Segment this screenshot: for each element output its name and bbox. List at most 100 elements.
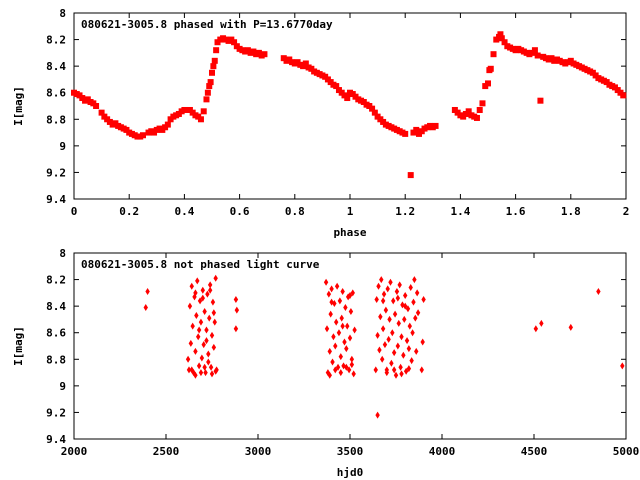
unphased-data-point (347, 292, 353, 300)
phased-data-point (210, 63, 217, 70)
phased-x-axis-label: phase (333, 226, 366, 239)
phased-data-point (490, 51, 497, 58)
phased-data-point (465, 108, 472, 115)
unphased-data-point (415, 309, 421, 317)
unphased-x-axis-label: hjd0 (337, 466, 364, 479)
unphased-data-point (620, 362, 625, 370)
phased-x-tick-label: 0.2 (119, 205, 139, 218)
unphased-data-point (380, 355, 385, 363)
unphased-y-tick-label: 8.8 (46, 353, 66, 366)
unphased-data-point (350, 289, 355, 297)
unphased-data-point (328, 310, 333, 318)
unphased-data-point (200, 294, 205, 302)
unphased-data-point (402, 315, 407, 323)
phased-x-tick-label: 1.4 (450, 205, 470, 218)
phased-data-point (164, 121, 171, 128)
unphased-data-point (330, 358, 335, 366)
unphased-data-point (380, 325, 386, 333)
unphased-data-point (391, 297, 396, 305)
unphased-data-point (210, 298, 216, 306)
unphased-data-point (414, 289, 420, 297)
unphased-data-point (193, 347, 198, 355)
unphased-data-point (209, 331, 215, 339)
unphased-data-point (207, 281, 213, 289)
phased-x-tick-label: 0.6 (230, 205, 250, 218)
unphased-data-point (419, 366, 424, 374)
unphased-y-tick-label: 9.2 (46, 406, 66, 419)
unphased-data-point (391, 349, 397, 357)
unphased-data-point (397, 281, 402, 289)
unphased-data-point (202, 363, 207, 371)
unphased-data-point (349, 361, 355, 369)
unphased-data-point (381, 290, 387, 298)
unphased-data-point (347, 334, 353, 342)
unphased-data-point (395, 294, 401, 302)
unphased-data-point (197, 297, 203, 305)
unphased-y-tick-label: 8.4 (46, 300, 66, 313)
phased-y-tick-label: 8.8 (46, 113, 66, 126)
phased-data-point (498, 35, 505, 42)
unphased-data-point (326, 290, 332, 298)
unphased-data-point (401, 351, 406, 359)
unphased-data-point (145, 288, 150, 296)
phased-data-point (333, 83, 340, 90)
phased-data-point (204, 89, 211, 96)
phased-data-point (231, 39, 238, 46)
phased-data-point (501, 39, 508, 46)
unphased-data-point (342, 338, 347, 346)
unphased-data-point (209, 370, 215, 378)
phased-data-point (479, 100, 486, 107)
unphased-data-point (412, 276, 417, 284)
phased-data-point (402, 130, 409, 137)
unphased-data-point (406, 365, 412, 373)
unphased-data-point (206, 350, 211, 358)
unphased-x-tick-label: 4500 (521, 445, 548, 458)
phased-y-tick-label: 9 (59, 140, 66, 153)
unphased-x-tick-label: 5000 (613, 445, 640, 458)
unphased-data-point (414, 347, 419, 355)
unphased-data-point (345, 322, 350, 330)
phased-data-point (211, 57, 218, 64)
unphased-data-point (339, 314, 344, 322)
unphased-data-point (405, 305, 411, 313)
unphased-data-point (200, 286, 205, 294)
unphased-data-point (195, 277, 200, 285)
unphased-data-point (392, 310, 398, 318)
unphased-data-point (376, 282, 381, 290)
unphased-data-point (351, 370, 356, 378)
phased-data-point (344, 95, 351, 102)
unphased-data-point (340, 288, 345, 296)
phased-y-tick-label: 8.6 (46, 87, 66, 100)
unphased-data-point (391, 366, 397, 374)
unphased-data-point (336, 329, 342, 337)
unphased-data-point (327, 347, 332, 355)
unphased-chart-title: 080621-3005.8 not phased light curve (81, 258, 320, 271)
unphased-x-tick-label: 4000 (429, 445, 456, 458)
unphased-data-point (393, 371, 399, 379)
phased-data-point (487, 65, 494, 72)
unphased-data-point (396, 319, 401, 327)
phased-data-point (203, 96, 210, 103)
phased-data-point (181, 106, 188, 113)
unphased-data-point (327, 371, 332, 379)
unphased-data-point (408, 284, 413, 292)
unphased-data-point (385, 285, 390, 293)
unphased-data-point (204, 337, 209, 345)
unphased-data-point (211, 343, 217, 351)
unphased-data-point (375, 331, 380, 339)
unphased-data-point (407, 322, 412, 330)
phased-data-point (620, 92, 627, 99)
unphased-data-point (234, 306, 240, 314)
unphased-data-point (213, 274, 218, 282)
unphased-data-point (205, 290, 210, 298)
phased-x-tick-label: 1.6 (506, 205, 526, 218)
unphased-data-point (409, 357, 414, 365)
unphased-data-point (233, 296, 239, 303)
unphased-data-point (202, 307, 207, 315)
unphased-data-point (333, 342, 338, 350)
unphased-data-point (378, 313, 383, 321)
unphased-data-point (388, 278, 393, 286)
unphased-data-point (329, 285, 334, 293)
unphased-data-point (190, 322, 195, 330)
